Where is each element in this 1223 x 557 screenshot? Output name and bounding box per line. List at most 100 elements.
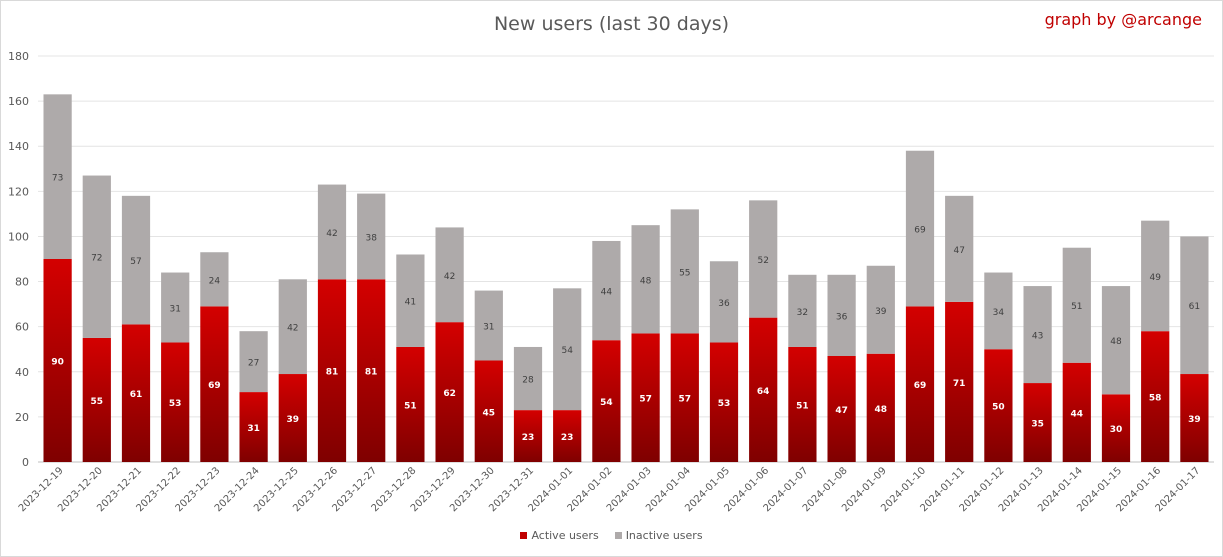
bar-active-users — [317, 279, 347, 462]
data-label-active: 31 — [247, 424, 260, 434]
bar-active-users — [1180, 374, 1209, 462]
y-tick-label: 100 — [8, 230, 29, 243]
bar-inactive-users — [161, 272, 190, 343]
bar-inactive-users — [1141, 220, 1170, 332]
data-label-active: 51 — [404, 401, 417, 411]
bar-active-users — [788, 346, 817, 462]
data-label-active: 23 — [561, 433, 574, 443]
bar-inactive-users — [82, 175, 111, 338]
bar-inactive-users — [357, 193, 386, 280]
bar-active-users — [121, 324, 151, 462]
bar-active-users — [945, 301, 974, 462]
legend-label-active: Active users — [531, 529, 599, 542]
bar-active-users — [513, 410, 543, 462]
bar-active-users — [357, 279, 386, 462]
bar-active-users — [553, 410, 582, 462]
data-label-inactive: 51 — [1071, 302, 1082, 312]
data-label-inactive: 55 — [679, 268, 690, 278]
data-label-inactive: 31 — [169, 304, 180, 314]
legend-swatch-inactive — [614, 532, 622, 539]
bar-inactive-users — [945, 195, 974, 302]
data-label-active: 55 — [91, 397, 104, 407]
data-label-inactive: 69 — [914, 226, 926, 236]
y-tick-label: 0 — [22, 456, 29, 469]
bar-inactive-users — [43, 94, 72, 259]
bar-inactive-users — [984, 272, 1013, 350]
y-tick-label: 180 — [8, 50, 29, 63]
bar-inactive-users — [317, 184, 347, 280]
y-tick-label: 60 — [15, 321, 29, 334]
bar-active-users — [827, 355, 856, 462]
bar-inactive-users — [396, 254, 425, 347]
data-label-inactive: 61 — [1189, 302, 1200, 312]
data-label-inactive: 36 — [836, 312, 848, 322]
data-label-inactive: 49 — [1149, 273, 1161, 283]
y-tick-label: 140 — [8, 140, 29, 153]
bar-active-users — [905, 306, 935, 462]
bar-inactive-users — [788, 274, 817, 347]
y-tick-label: 80 — [15, 276, 29, 289]
data-label-inactive: 43 — [1032, 332, 1043, 342]
data-label-active: 71 — [953, 379, 966, 389]
data-label-active: 53 — [718, 399, 731, 409]
data-label-active: 50 — [992, 403, 1005, 413]
data-label-active: 57 — [639, 395, 652, 405]
bar-active-users — [239, 392, 268, 462]
data-label-inactive: 42 — [444, 272, 455, 282]
legend-label-inactive: Inactive users — [625, 529, 703, 542]
bar-inactive-users — [709, 261, 739, 343]
bar-active-users — [396, 346, 425, 462]
bar-inactive-users — [239, 331, 268, 393]
y-tick-label: 40 — [15, 366, 29, 379]
legend-item-active: Active users — [520, 529, 599, 542]
data-label-inactive: 36 — [718, 299, 730, 309]
data-label-active: 47 — [835, 406, 848, 416]
data-label-active: 69 — [914, 381, 927, 391]
bar-inactive-users — [121, 195, 151, 325]
bar-active-users — [709, 342, 739, 462]
data-label-inactive: 42 — [326, 229, 337, 239]
y-tick-label: 160 — [8, 95, 29, 108]
data-label-active: 61 — [130, 390, 143, 400]
bar-active-users — [866, 353, 895, 462]
data-label-active: 90 — [51, 358, 64, 368]
bar-inactive-users — [1062, 247, 1091, 363]
bar-active-users — [1023, 383, 1052, 462]
bar-inactive-users — [435, 227, 464, 323]
bar-inactive-users — [905, 150, 935, 307]
data-label-active: 64 — [757, 387, 770, 397]
data-label-inactive: 41 — [405, 298, 416, 308]
data-label-active: 35 — [1031, 420, 1044, 430]
data-label-active: 51 — [796, 401, 809, 411]
data-label-inactive: 28 — [522, 376, 534, 386]
legend-swatch-active — [520, 532, 528, 539]
y-tick-label: 120 — [8, 185, 29, 198]
bar-active-users — [592, 340, 621, 462]
bar-inactive-users — [1023, 286, 1052, 384]
data-label-inactive: 38 — [365, 233, 377, 243]
y-tick-label: 20 — [15, 411, 29, 424]
bar-active-users — [278, 374, 307, 462]
bar-active-users — [435, 322, 464, 462]
data-label-inactive: 73 — [52, 174, 63, 184]
data-label-inactive: 54 — [561, 346, 573, 356]
bar-inactive-users — [827, 274, 856, 356]
data-label-inactive: 72 — [91, 254, 102, 264]
bar-active-users — [200, 306, 229, 462]
bar-active-users — [1062, 362, 1091, 462]
data-label-inactive: 47 — [953, 246, 964, 256]
data-label-inactive: 31 — [483, 323, 494, 333]
data-label-active: 53 — [169, 399, 182, 409]
bar-inactive-users — [592, 240, 621, 341]
data-label-inactive: 39 — [875, 307, 887, 317]
data-label-inactive: 57 — [130, 257, 141, 267]
data-label-active: 81 — [326, 368, 339, 378]
data-label-inactive: 44 — [601, 288, 613, 298]
bar-inactive-users — [553, 288, 582, 411]
data-label-active: 62 — [443, 389, 456, 399]
bar-active-users — [82, 337, 111, 462]
bar-inactive-users — [670, 209, 699, 334]
data-label-inactive: 24 — [209, 276, 221, 286]
data-label-active: 48 — [875, 405, 888, 415]
